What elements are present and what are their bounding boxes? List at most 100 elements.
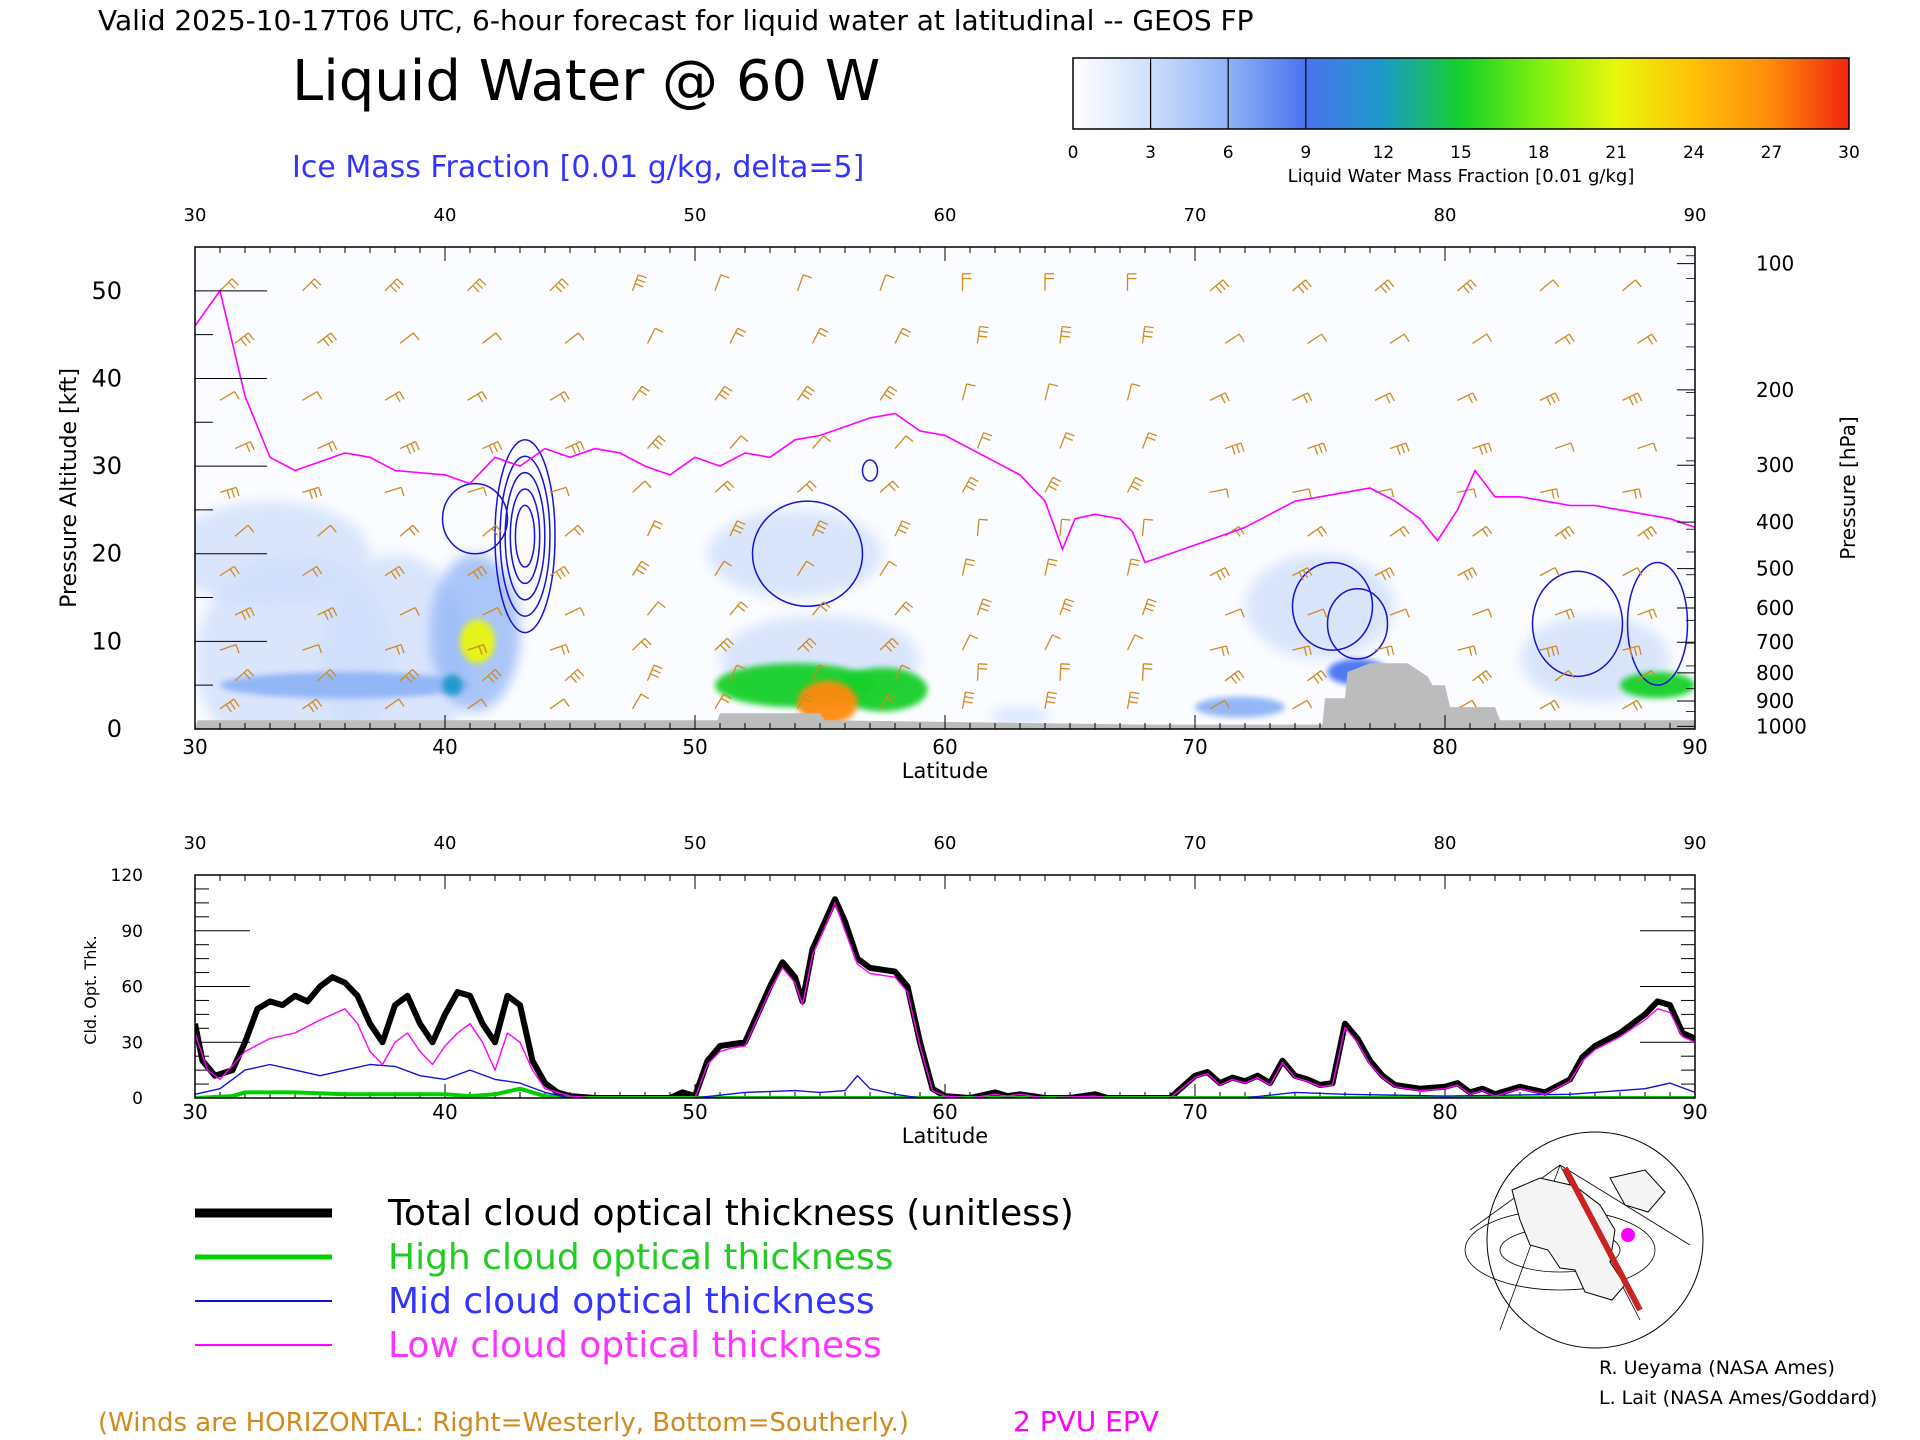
wind-barb xyxy=(729,664,746,682)
wind-barb xyxy=(1126,558,1140,576)
x-tick-label-top: 80 xyxy=(1434,833,1457,854)
y-tick-label: 120 xyxy=(111,866,143,886)
colorbar-tick-label: 9 xyxy=(1300,143,1311,163)
wind-barb xyxy=(1224,608,1245,618)
wind-barb xyxy=(1292,392,1313,404)
pressure-tick-label: 500 xyxy=(1756,557,1794,581)
wind-barb xyxy=(796,274,812,292)
liquid-water-cell xyxy=(442,674,463,696)
wind-barb xyxy=(879,385,898,401)
optical-thickness-x-tick-labels: 30 40 50 60 70 80 90 xyxy=(182,1100,1707,1124)
ice-contour xyxy=(514,504,536,568)
colorbar-cells xyxy=(1073,58,1850,129)
wind-barb xyxy=(384,565,405,580)
wind-barb xyxy=(1209,567,1230,581)
wind-barb xyxy=(1307,333,1328,344)
colorbar-tick-label: 3 xyxy=(1145,143,1156,163)
wind-barb xyxy=(894,435,914,449)
wind-barb xyxy=(399,607,420,616)
x-tick-label-top: 70 xyxy=(1184,833,1207,854)
colorbar-cell xyxy=(1616,58,1695,129)
optical-thickness-y-label: Cld. Opt. Thk. xyxy=(81,935,100,1044)
wind-barb xyxy=(564,524,585,537)
y-tick-label: 60 xyxy=(121,978,143,998)
colorbar-tick-label: 15 xyxy=(1450,143,1472,163)
terrain xyxy=(195,663,1695,729)
colorbar-tick-label: 18 xyxy=(1528,143,1550,163)
y-tick-label: 20 xyxy=(91,540,122,568)
wind-barb xyxy=(1539,488,1560,499)
series-line-low xyxy=(195,902,1695,1098)
wind-barb xyxy=(482,441,503,455)
wind-barb xyxy=(632,637,652,651)
ice-contour xyxy=(1291,561,1374,651)
wind-barb xyxy=(1141,518,1154,537)
ice-contour xyxy=(1626,561,1689,686)
colorbar-cell xyxy=(1538,58,1617,129)
y-tick-label: 90 xyxy=(121,922,143,942)
wind-barb xyxy=(1389,525,1410,537)
wind-barb xyxy=(399,524,420,537)
wind-barb xyxy=(1389,608,1410,618)
colorbar-cell xyxy=(1383,58,1462,129)
x-tick-label: 50 xyxy=(682,1100,707,1124)
wind-barb xyxy=(1292,699,1313,710)
colorbar-label: Liquid Water Mass Fraction [0.01 g/kg] xyxy=(1288,166,1635,187)
wind-barb xyxy=(1044,383,1059,401)
wind-barb xyxy=(317,668,337,682)
wind-barb xyxy=(564,332,585,344)
x-tick-label-top: 30 xyxy=(184,833,207,854)
winds-note: (Winds are HORIZONTAL: Right=Westerly, B… xyxy=(98,1408,909,1438)
wind-barb xyxy=(879,274,895,292)
x-tick-label-top: 40 xyxy=(434,205,457,226)
colorbar-tick-label: 27 xyxy=(1761,143,1783,163)
wind-barb xyxy=(976,663,988,681)
liquid-water-cell xyxy=(1245,553,1395,659)
wind-barb xyxy=(1126,476,1144,493)
wind-barb xyxy=(1472,333,1493,344)
wind-barb xyxy=(1059,432,1075,449)
series-line-high xyxy=(195,1086,1695,1098)
wind-barb xyxy=(1389,333,1410,344)
liquid-water-cell xyxy=(707,509,883,598)
wind-barb xyxy=(317,332,337,347)
wind-barb xyxy=(467,643,488,655)
cross-section-panel: 30 40 50 60 70 80 90 30 40 50 60 70 80 90 0 10 20 30 40 5… xyxy=(57,205,1860,783)
epv-2pvu-line xyxy=(195,288,1695,564)
wind-barb xyxy=(1292,567,1313,581)
colorbar-tick-label: 24 xyxy=(1683,143,1705,163)
optical-thickness-frame xyxy=(194,874,1696,1099)
wind-barb xyxy=(399,441,420,455)
ice-contour xyxy=(509,488,541,585)
wind-barb xyxy=(631,274,647,292)
wind-barb xyxy=(1374,279,1395,294)
x-tick-label: 70 xyxy=(1182,1100,1207,1124)
wind-barb xyxy=(797,637,817,652)
wind-barb xyxy=(1059,325,1072,344)
wind-barb xyxy=(1472,442,1493,455)
wind-barb xyxy=(961,273,972,291)
wind-barb xyxy=(1209,392,1230,404)
wind-barb xyxy=(384,391,405,403)
legend-label-total: Total cloud optical thickness (unitless) xyxy=(387,1193,1074,1234)
colorbar-tick-label: 12 xyxy=(1373,143,1395,163)
x-tick-label: 80 xyxy=(1432,735,1457,759)
wind-barb xyxy=(976,518,989,537)
wind-barb xyxy=(1622,645,1642,658)
wind-barb xyxy=(482,607,503,616)
wind-barb xyxy=(976,325,989,344)
wind-barb xyxy=(1224,442,1245,455)
wind-barb xyxy=(1374,567,1395,581)
wind-barb xyxy=(1539,567,1560,577)
pressure-tick-label: 800 xyxy=(1756,661,1794,685)
colorbar: 0 3 6 9 12 15 18 21 24 27 30 Liquid Water Mass Fra… xyxy=(1068,57,1860,187)
wind-barb xyxy=(1457,567,1478,581)
x-tick-label-top: 50 xyxy=(684,833,707,854)
cross-section-y-tick-labels: 0 10 20 30 40 50 xyxy=(91,277,122,743)
pressure-tick-label: 900 xyxy=(1756,689,1794,713)
ice-contour xyxy=(499,455,551,617)
pressure-tick-label: 300 xyxy=(1756,453,1794,477)
wind-barb xyxy=(879,560,897,576)
wind-barb xyxy=(1141,663,1153,681)
